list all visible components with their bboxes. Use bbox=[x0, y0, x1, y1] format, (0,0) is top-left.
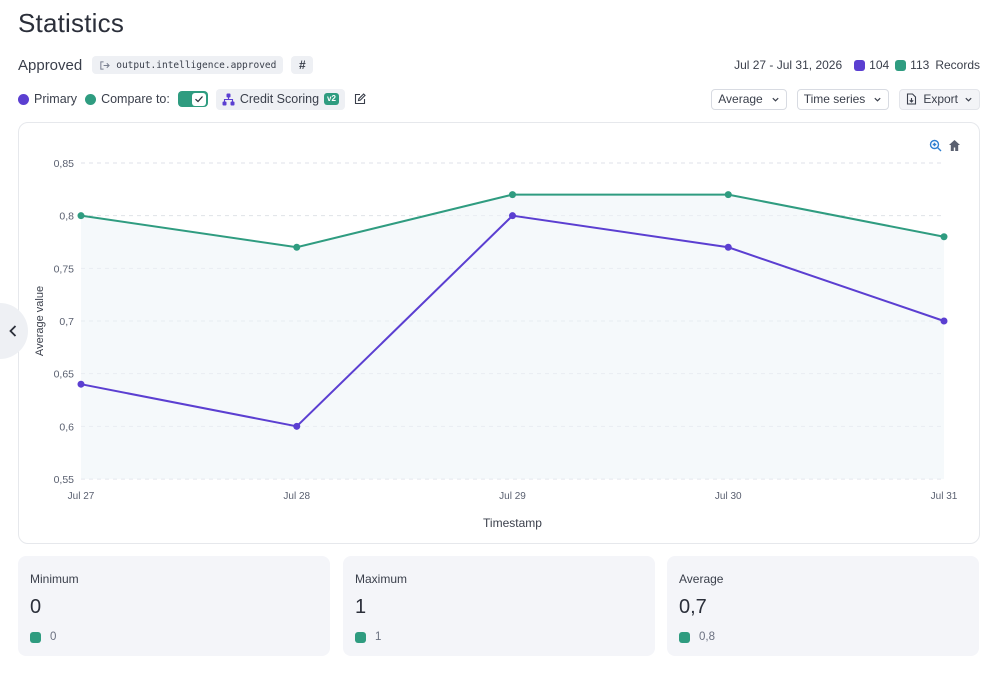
compare-count: 113 bbox=[910, 58, 930, 72]
y-tick-label: 0,7 bbox=[59, 316, 74, 328]
chart-card: 0,85 0,8 0,75 0,7 0,65 0,6 0,55 Jul 27 Jul 28 Jul… bbox=[18, 122, 980, 544]
model-tree-icon bbox=[222, 93, 235, 105]
primary-count: 104 bbox=[869, 58, 890, 72]
file-export-icon bbox=[907, 93, 917, 105]
metric-key-chip[interactable]: output.intelligence.approved bbox=[92, 56, 284, 74]
stat-label: Average bbox=[679, 572, 724, 586]
data-point bbox=[293, 422, 301, 430]
y-tick-label: 0,75 bbox=[54, 263, 75, 275]
chevron-down-icon bbox=[772, 97, 779, 102]
stat-compare: 0 bbox=[30, 631, 318, 643]
stat-compare-value: 0,8 bbox=[699, 631, 715, 643]
stat-compare: 1 bbox=[355, 631, 643, 643]
data-point bbox=[940, 233, 948, 241]
compare-toggle[interactable] bbox=[177, 91, 208, 107]
edit-icon bbox=[354, 93, 366, 105]
legend-compare: Compare to: bbox=[85, 92, 170, 106]
x-tick-label: Jul 29 bbox=[499, 491, 526, 502]
data-point bbox=[509, 212, 516, 220]
records-label: Records bbox=[935, 58, 980, 72]
legend-primary: Primary bbox=[18, 92, 77, 106]
reset-zoom-button[interactable] bbox=[946, 137, 962, 153]
edit-compare-button[interactable] bbox=[351, 90, 369, 108]
primary-dot bbox=[18, 93, 29, 105]
date-range: Jul 27 - Jul 31, 2026 bbox=[734, 58, 843, 72]
y-tick-label: 0,6 bbox=[59, 421, 74, 433]
data-point bbox=[509, 191, 516, 199]
view-mode-value: Time series bbox=[803, 92, 866, 106]
stat-label: Maximum bbox=[355, 572, 408, 586]
stat-label: Minimum bbox=[30, 572, 79, 586]
chart-controls: Primary Compare to: Credit Scoring v2 Av… bbox=[18, 88, 980, 110]
stat-compare: 0,8 bbox=[679, 631, 967, 643]
compare-color-square bbox=[895, 59, 907, 71]
model-version-badge: v2 bbox=[324, 93, 339, 105]
chevron-down-icon bbox=[965, 97, 972, 102]
area-fill bbox=[81, 194, 944, 479]
stat-compare-value: 1 bbox=[375, 631, 382, 643]
y-tick-label: 0,85 bbox=[54, 158, 75, 170]
primary-color-square bbox=[854, 59, 866, 71]
primary-label: Primary bbox=[34, 92, 78, 106]
aggregation-select[interactable]: Average bbox=[711, 88, 787, 110]
stat-card-minimum: Minimum 0 0 bbox=[18, 556, 330, 656]
stat-compare-value: 0 bbox=[50, 631, 57, 643]
stat-value: 0 bbox=[30, 596, 42, 618]
metric-key-text: output.intelligence.approved bbox=[116, 59, 277, 71]
x-axis-title: Timestamp bbox=[483, 516, 542, 530]
compare-color-square bbox=[30, 631, 41, 643]
data-point bbox=[940, 317, 948, 325]
x-tick-label: Jul 27 bbox=[68, 491, 95, 502]
export-button[interactable]: Export bbox=[899, 88, 980, 110]
records-summary: Jul 27 - Jul 31, 2026 104 113 Records bbox=[734, 58, 980, 72]
y-tick-label: 0,65 bbox=[54, 369, 75, 381]
data-point bbox=[77, 380, 85, 388]
y-axis-title: Average value bbox=[34, 286, 46, 356]
view-mode-select[interactable]: Time series bbox=[796, 88, 890, 110]
data-point bbox=[77, 212, 85, 220]
stat-value: 1 bbox=[355, 596, 367, 618]
x-tick-label: Jul 30 bbox=[715, 491, 742, 502]
stat-value: 0,7 bbox=[679, 596, 707, 618]
aggregation-value: Average bbox=[718, 92, 763, 106]
compare-color-square bbox=[679, 631, 690, 643]
compare-model-chip[interactable]: Credit Scoring v2 bbox=[215, 88, 345, 110]
chevron-down-icon bbox=[874, 97, 881, 102]
page-title: Statistics bbox=[18, 8, 125, 38]
check-icon bbox=[191, 92, 206, 106]
x-tick-label: Jul 28 bbox=[283, 491, 310, 502]
data-point bbox=[724, 191, 732, 199]
stat-card-average: Average 0,7 0,8 bbox=[667, 556, 979, 656]
compare-color-square bbox=[355, 631, 366, 643]
data-point bbox=[724, 243, 732, 251]
compare-dot bbox=[85, 93, 97, 105]
zoom-in-icon bbox=[929, 139, 941, 151]
export-label: Export bbox=[923, 92, 958, 106]
home-icon bbox=[948, 139, 960, 151]
y-tick-label: 0,8 bbox=[59, 211, 74, 223]
model-name: Credit Scoring bbox=[239, 92, 320, 106]
output-icon bbox=[100, 60, 111, 70]
metric-name: Approved bbox=[18, 56, 83, 74]
number-type-chip[interactable]: # bbox=[291, 56, 314, 74]
line-chart: 0,85 0,8 0,75 0,7 0,65 0,6 0,55 Jul 27 Jul 28 Jul… bbox=[34, 158, 958, 530]
compare-label: Compare to: bbox=[101, 92, 170, 106]
chevron-left-icon bbox=[9, 325, 17, 337]
y-tick-label: 0,55 bbox=[54, 474, 75, 486]
data-point bbox=[293, 243, 301, 251]
stat-card-maximum: Maximum 1 1 bbox=[343, 556, 655, 656]
x-tick-label: Jul 31 bbox=[931, 491, 958, 502]
metric-header: Approved output.intelligence.approved # … bbox=[18, 54, 980, 76]
zoom-button[interactable] bbox=[927, 137, 943, 153]
